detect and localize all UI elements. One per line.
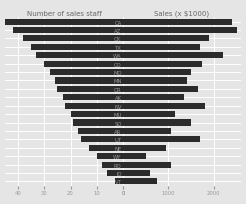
Title: Number of sales staff: Number of sales staff: [27, 11, 101, 17]
Bar: [5, 20, 123, 26]
Bar: [44, 61, 123, 67]
Bar: [23, 36, 123, 42]
Bar: [123, 36, 209, 42]
Bar: [123, 78, 186, 84]
Bar: [13, 28, 123, 34]
Bar: [123, 120, 191, 126]
Bar: [31, 45, 123, 51]
Bar: [49, 70, 123, 76]
Bar: [123, 170, 150, 176]
Bar: [123, 103, 205, 109]
Bar: [123, 112, 175, 118]
Bar: [78, 128, 123, 134]
Bar: [107, 170, 123, 176]
Bar: [123, 153, 146, 159]
Bar: [97, 153, 123, 159]
Bar: [123, 137, 200, 143]
Bar: [123, 28, 237, 34]
Bar: [55, 78, 123, 84]
Title: Sales (x $1000): Sales (x $1000): [154, 11, 210, 17]
Bar: [57, 86, 123, 92]
Bar: [73, 120, 123, 126]
Bar: [102, 162, 123, 168]
Bar: [123, 61, 202, 67]
Bar: [123, 145, 166, 151]
Bar: [123, 162, 171, 168]
Bar: [123, 70, 191, 76]
Bar: [71, 112, 123, 118]
Bar: [36, 53, 123, 59]
Bar: [123, 53, 223, 59]
Bar: [65, 103, 123, 109]
Bar: [123, 128, 171, 134]
Bar: [123, 86, 198, 92]
Bar: [63, 95, 123, 101]
Bar: [115, 178, 123, 184]
Bar: [81, 137, 123, 143]
Bar: [89, 145, 123, 151]
Bar: [123, 20, 232, 26]
Bar: [123, 95, 184, 101]
Bar: [123, 178, 157, 184]
Bar: [123, 45, 200, 51]
